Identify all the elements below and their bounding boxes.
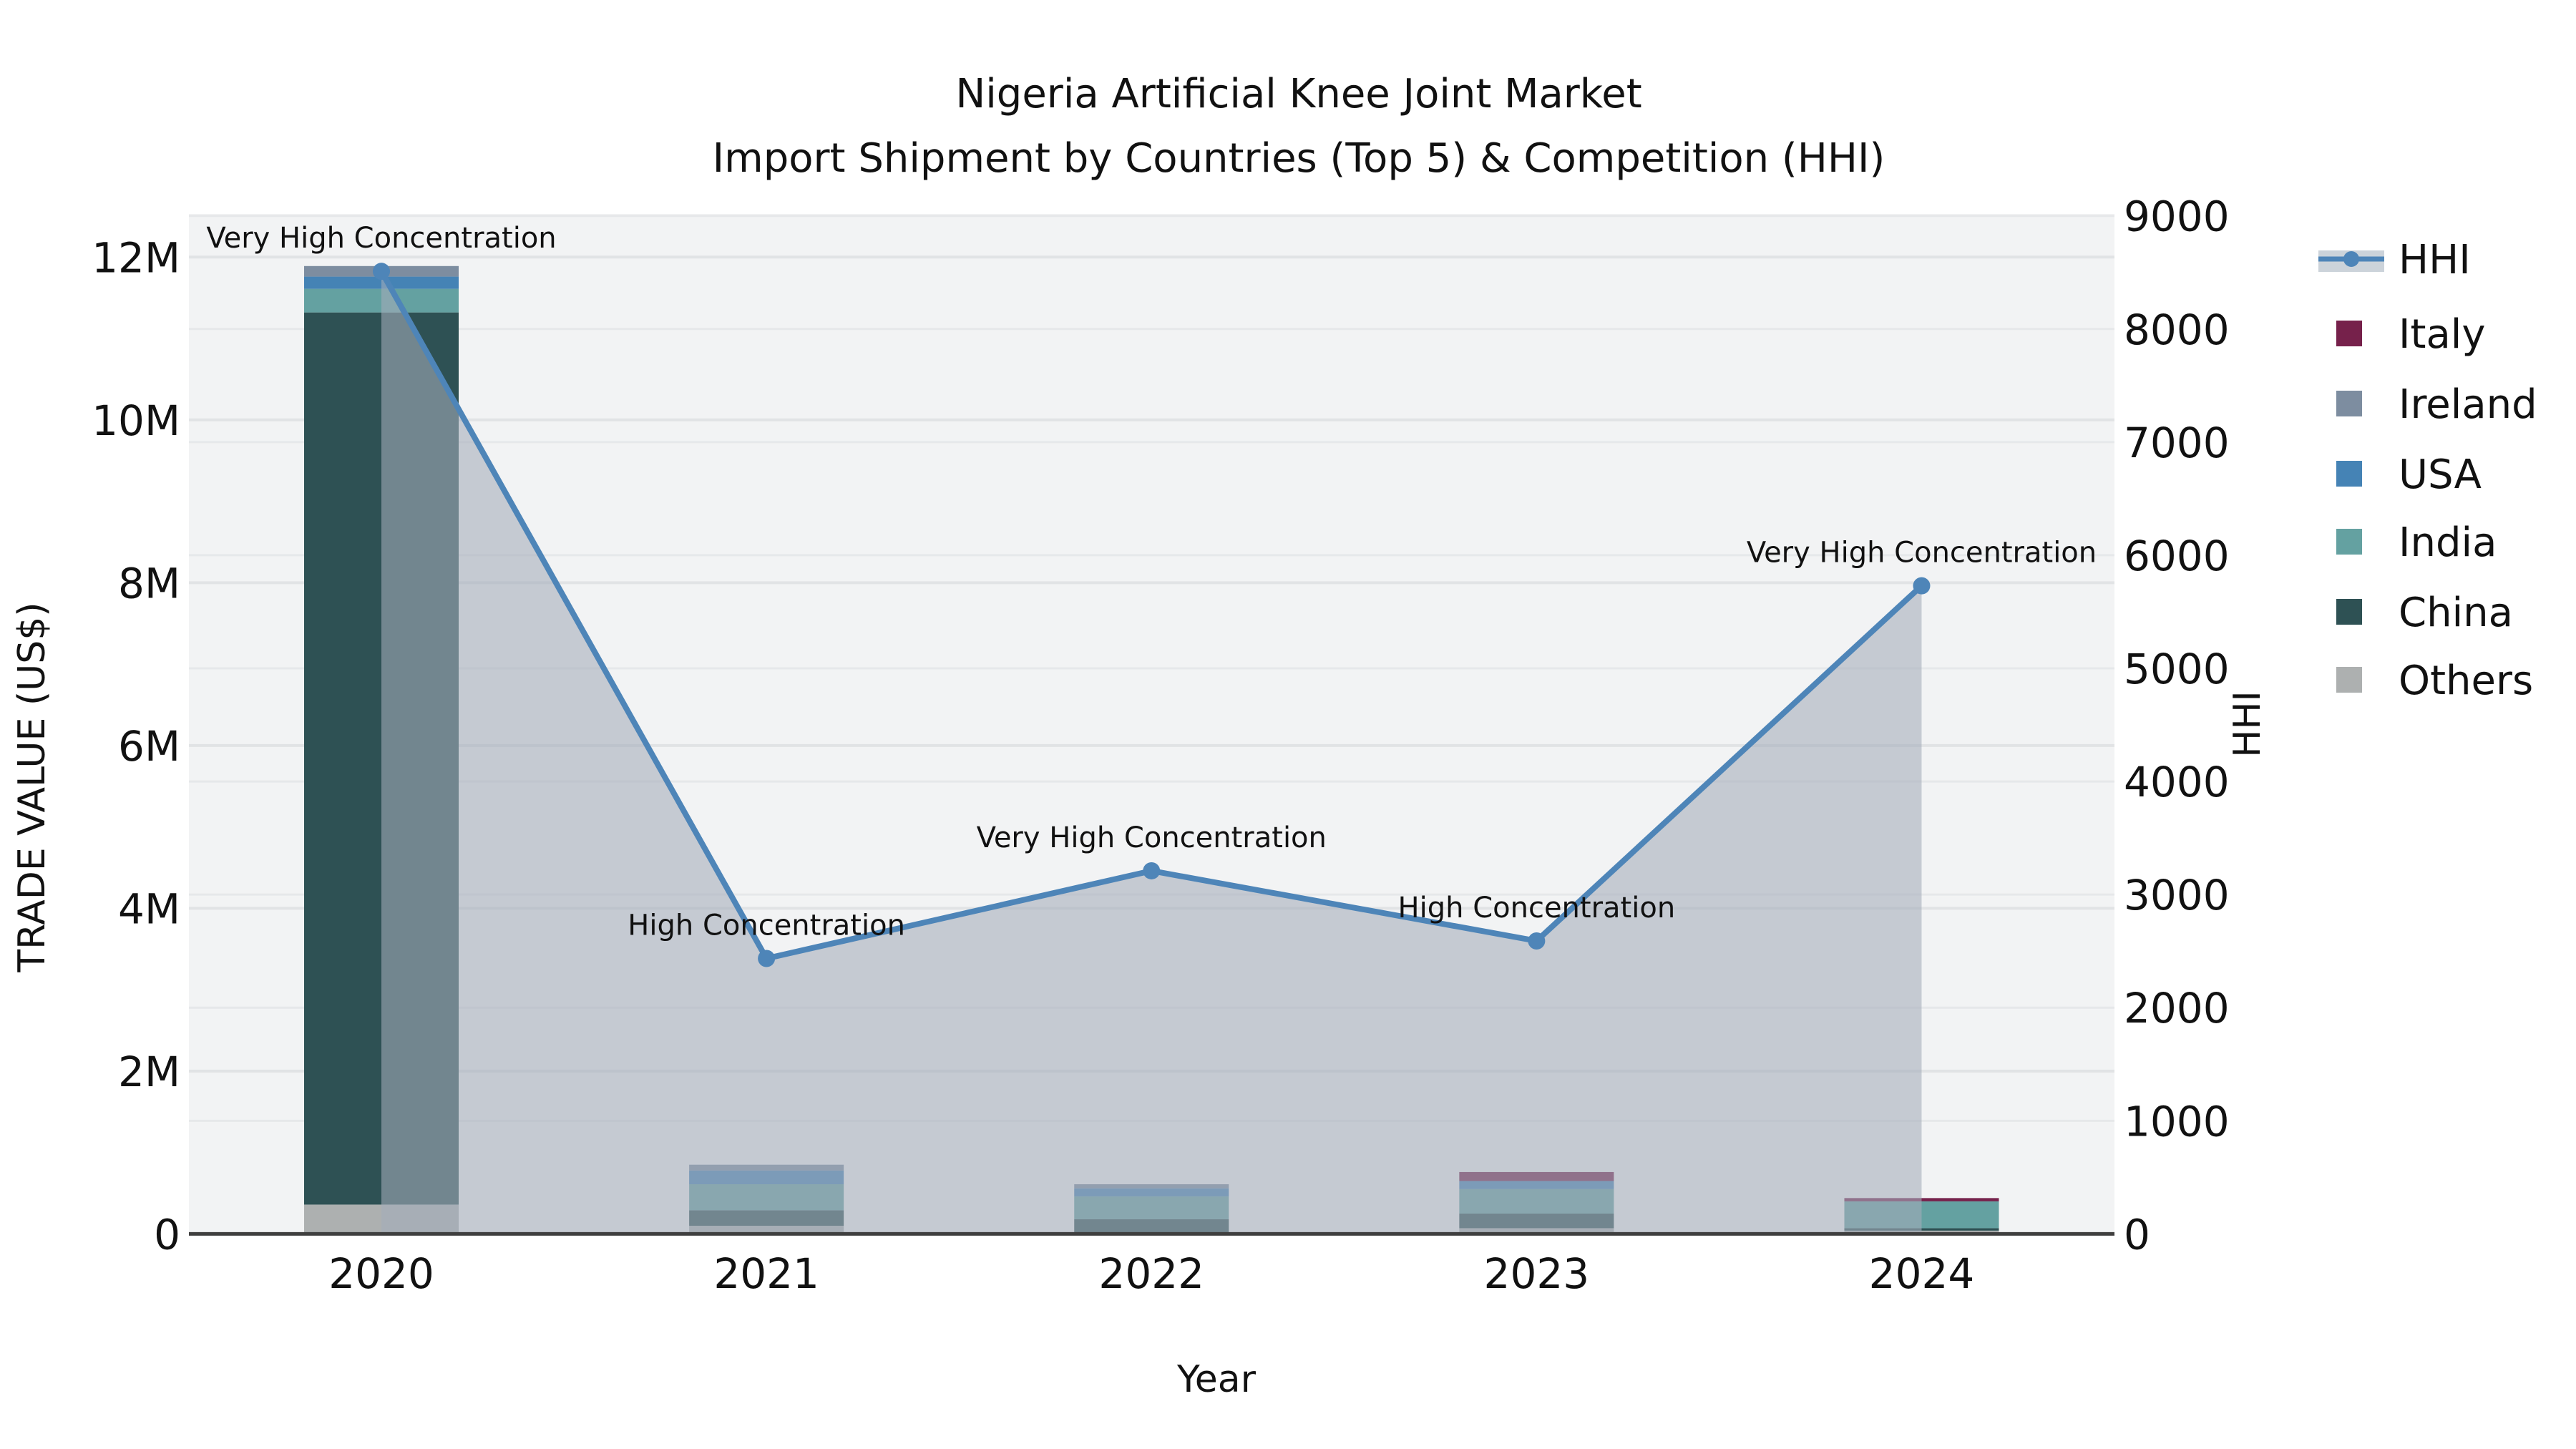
right-axis-title: HHI xyxy=(2226,691,2269,758)
annotation-2022: Very High Concentration xyxy=(977,821,1327,854)
legend-swatch-usa xyxy=(2336,461,2362,487)
left-tick-0: 0 xyxy=(154,1210,180,1259)
hhi-point-2020[interactable] xyxy=(373,263,390,280)
legend-item-italy[interactable]: Italy xyxy=(2336,311,2486,358)
legend-label-italy: Italy xyxy=(2399,311,2486,358)
legend-swatch-ireland xyxy=(2336,391,2362,416)
annotation-2021: High Concentration xyxy=(628,909,905,942)
x-tick-2020: 2020 xyxy=(328,1249,434,1298)
legend-label-china: China xyxy=(2399,590,2513,636)
legend-hhi-marker-icon xyxy=(2343,251,2359,267)
annotation-2023: High Concentration xyxy=(1398,892,1676,924)
right-tick-4000: 4000 xyxy=(2124,758,2230,806)
left-axis-title: TRADE VALUE (US$) xyxy=(11,602,54,972)
x-tick-2023: 2023 xyxy=(1484,1249,1590,1298)
right-tick-8000: 8000 xyxy=(2124,306,2230,354)
chart-title-line2: Import Shipment by Countries (Top 5) & C… xyxy=(713,135,1885,182)
legend-item-others[interactable]: Others xyxy=(2336,658,2533,704)
legend-item-india[interactable]: India xyxy=(2336,519,2497,566)
legend-item-china[interactable]: China xyxy=(2336,590,2513,636)
legend-item-ireland[interactable]: Ireland xyxy=(2336,381,2537,428)
left-tick-12M: 12M xyxy=(92,233,180,282)
left-tick-2M: 2M xyxy=(118,1048,180,1096)
legend-label-ireland: Ireland xyxy=(2399,381,2537,428)
right-tick-9000: 9000 xyxy=(2124,192,2230,241)
legend-label-india: India xyxy=(2399,519,2497,566)
right-tick-0: 0 xyxy=(2124,1210,2150,1259)
chart-title-line1: Nigeria Artificial Knee Joint Market xyxy=(955,71,1641,117)
legend-swatch-india xyxy=(2336,529,2362,555)
right-tick-7000: 7000 xyxy=(2124,419,2230,467)
legend-label-hhi: HHI xyxy=(2399,237,2471,283)
right-tick-1000: 1000 xyxy=(2124,1097,2230,1146)
legend-label-usa: USA xyxy=(2399,452,2482,498)
legend-label-others: Others xyxy=(2399,658,2533,704)
x-tick-2021: 2021 xyxy=(713,1249,819,1298)
legend-swatch-italy xyxy=(2336,321,2362,346)
legend: HHI Italy Ireland USA India China Others xyxy=(2318,237,2537,704)
right-tick-6000: 6000 xyxy=(2124,532,2230,580)
x-tick-2024: 2024 xyxy=(1869,1249,1975,1298)
hhi-point-2024[interactable] xyxy=(1913,577,1931,595)
legend-item-usa[interactable]: USA xyxy=(2336,452,2482,498)
annotation-2024: Very High Concentration xyxy=(1747,537,2097,570)
hhi-point-2021[interactable] xyxy=(758,950,776,967)
hhi-point-2022[interactable] xyxy=(1143,862,1161,879)
hhi-area xyxy=(381,271,1922,1234)
left-tick-10M: 10M xyxy=(92,396,180,445)
annotation-2020: Very High Concentration xyxy=(206,222,556,255)
right-tick-3000: 3000 xyxy=(2124,871,2230,919)
plot-area: Very High Concentration High Concentratio… xyxy=(92,192,2229,1298)
hhi-point-2023[interactable] xyxy=(1528,932,1546,950)
left-tick-8M: 8M xyxy=(118,559,180,608)
legend-item-hhi[interactable]: HHI xyxy=(2318,237,2471,283)
x-tick-2022: 2022 xyxy=(1098,1249,1204,1298)
left-tick-6M: 6M xyxy=(118,722,180,771)
legend-swatch-others xyxy=(2336,667,2362,693)
right-tick-5000: 5000 xyxy=(2124,645,2230,693)
x-axis-title: Year xyxy=(1176,1358,1257,1401)
left-tick-4M: 4M xyxy=(118,884,180,933)
legend-swatch-china xyxy=(2336,599,2362,625)
right-tick-2000: 2000 xyxy=(2124,984,2230,1033)
